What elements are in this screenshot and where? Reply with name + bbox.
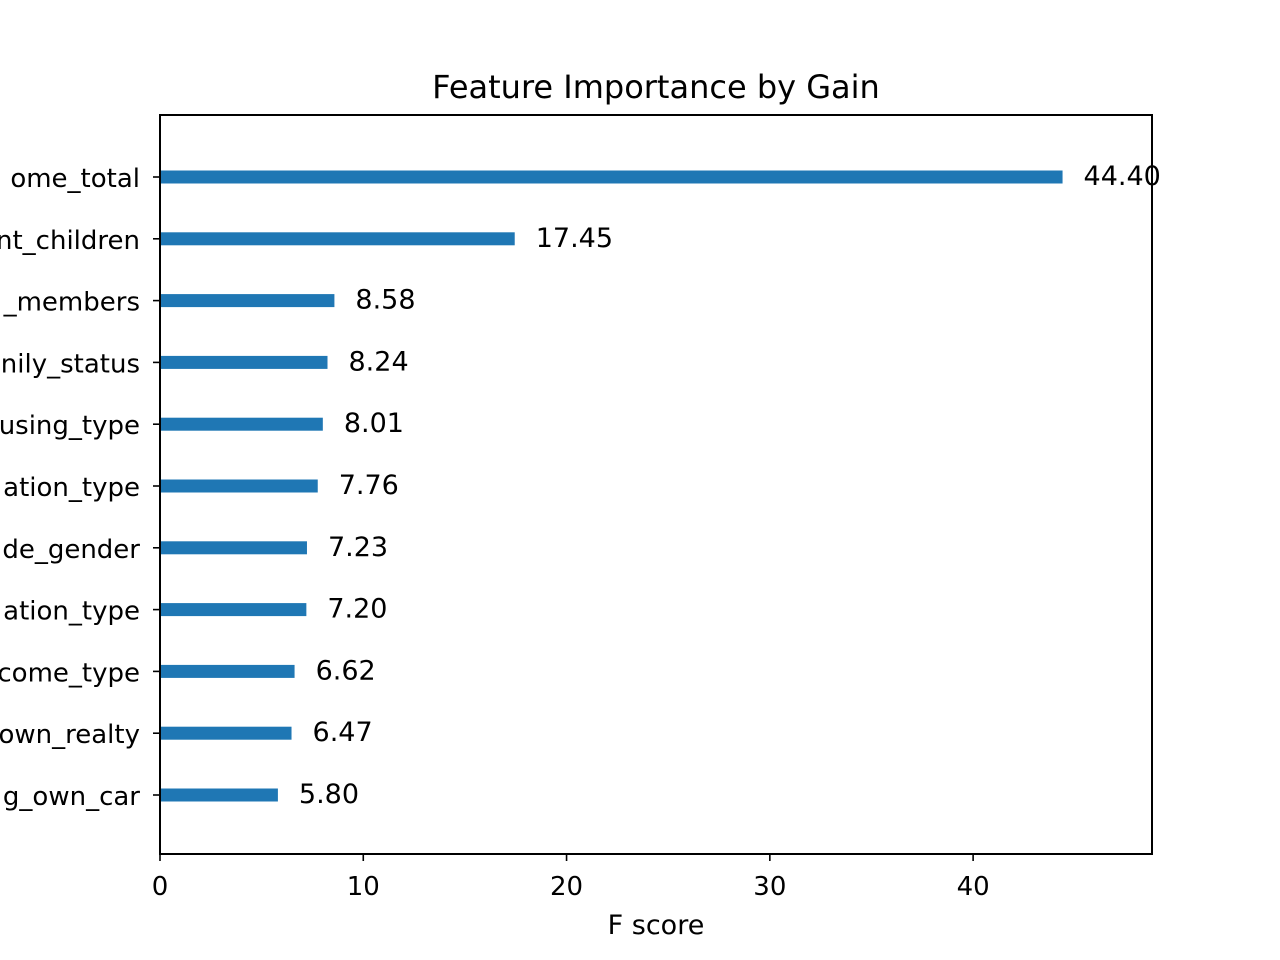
value-label-4: 8.01: [344, 408, 404, 439]
category-label-0: ome_total: [10, 164, 140, 194]
bar-1: [160, 232, 515, 246]
x-axis-ticks: 0 10 20 30 40: [152, 854, 990, 902]
category-label-9: own_realty: [0, 720, 140, 750]
bar-10: [160, 788, 278, 802]
category-label-8: come_type: [0, 658, 140, 688]
category-label-5: ation_type: [3, 473, 140, 503]
category-label-7: ation_type: [3, 597, 140, 627]
value-label-6: 7.23: [328, 532, 388, 563]
value-label-2: 8.58: [355, 285, 415, 316]
x-axis-label: F score: [608, 910, 705, 941]
bar-4: [160, 417, 323, 431]
category-label-6: de_gender: [2, 535, 140, 565]
bar-3: [160, 355, 328, 369]
bar-6: [160, 541, 307, 555]
x-tick-label-2: 20: [550, 872, 583, 902]
chart-title: Feature Importance by Gain: [432, 68, 880, 106]
x-tick-label-1: 10: [347, 872, 380, 902]
value-label-1: 17.45: [536, 223, 613, 254]
value-label-8: 6.62: [316, 655, 376, 686]
x-tick-label-0: 0: [152, 872, 169, 902]
bar-5: [160, 479, 318, 493]
x-tick-label-3: 30: [753, 872, 786, 902]
category-labels-group: ome_total nt_children _members nily_statusu…: [0, 164, 160, 812]
category-label-1: nt_children: [0, 226, 140, 256]
bar-8: [160, 664, 295, 678]
x-tick-label-4: 40: [957, 872, 990, 902]
bar-9: [160, 726, 292, 740]
bar-2: [160, 294, 335, 308]
bars-group: [160, 170, 1063, 802]
plot-frame: [159, 114, 1153, 855]
value-label-0: 44.40: [1084, 161, 1161, 192]
category-label-4: using_type: [0, 411, 140, 441]
category-label-2: _members: [3, 288, 140, 318]
bar-7: [160, 603, 307, 617]
category-label-10: g_own_car: [3, 782, 140, 812]
value-label-3: 8.24: [349, 346, 409, 377]
bar-0: [160, 170, 1063, 184]
value-label-7: 7.20: [327, 594, 387, 625]
value-label-5: 7.76: [339, 470, 399, 501]
category-label-3: nily_status: [1, 349, 140, 379]
value-labels-group: 44.40 17.45 8.58 8.24 8.01 7.76 7.23 7.20 6.62 6.…: [299, 161, 1161, 810]
value-label-10: 5.80: [299, 779, 359, 810]
value-label-9: 6.47: [313, 717, 373, 748]
